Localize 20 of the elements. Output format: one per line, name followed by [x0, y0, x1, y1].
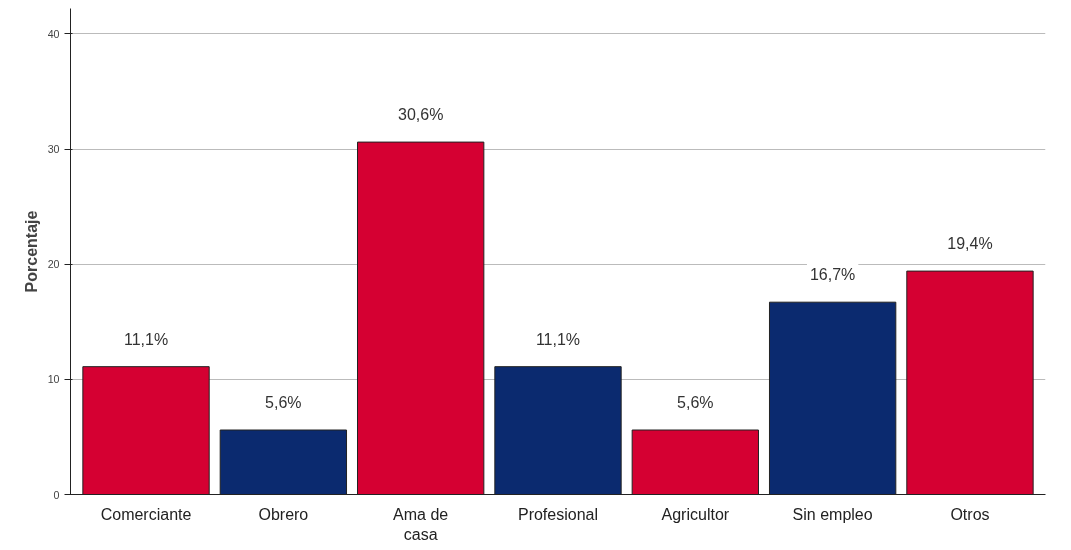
x-tick-label: Ama de casa	[393, 505, 449, 543]
data-label: 11,1%	[535, 330, 581, 348]
y-tick-label: 10	[47, 373, 60, 386]
x-tick-label: Profesional	[517, 505, 599, 523]
x-tick-label: Sin empleo	[792, 505, 873, 523]
x-tick-label: Otros	[950, 505, 990, 523]
data-label: 5,6%	[677, 393, 714, 411]
data-label: 19,4%	[947, 234, 993, 252]
data-label: 16,7%	[809, 266, 856, 284]
x-tick-label: Comerciante	[100, 505, 192, 523]
y-tick-label: 40	[47, 27, 60, 40]
data-label: 11,1%	[123, 330, 169, 348]
y-axis-title: Porcentaje	[22, 210, 40, 293]
x-tick-label: Agricultor	[661, 505, 730, 523]
data-label: 5,6%	[265, 393, 302, 411]
data-label: 30,6%	[397, 105, 444, 123]
y-tick-label: 30	[47, 143, 60, 155]
y-tick-label: 20	[47, 258, 60, 271]
x-tick-label: Obrero	[258, 505, 309, 523]
y-tick-label: 0	[53, 488, 60, 501]
